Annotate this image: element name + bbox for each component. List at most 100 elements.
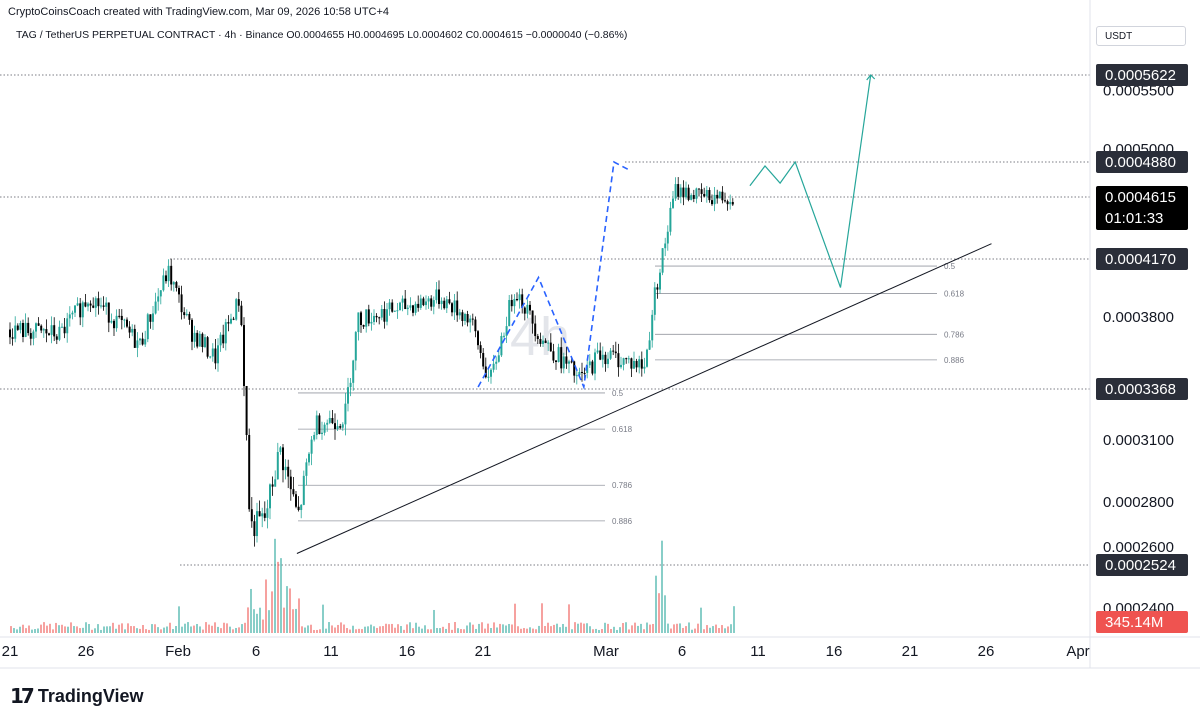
brand-name: TradingView xyxy=(37,685,144,706)
candle-body xyxy=(357,312,360,333)
volume-bar xyxy=(481,622,483,633)
candle-body xyxy=(315,415,318,435)
candle-body xyxy=(653,287,656,315)
volume-bar xyxy=(94,628,96,633)
candle-body xyxy=(292,489,295,495)
candle-body xyxy=(74,305,76,313)
candle-body xyxy=(323,424,326,433)
candle-body xyxy=(583,372,586,374)
volume-bar xyxy=(505,625,507,633)
symbol-legend[interactable]: TAG / TetherUS PERPETUAL CONTRACT · 4h ·… xyxy=(16,29,628,41)
volume-bar xyxy=(667,623,669,633)
volume-bar xyxy=(166,626,168,633)
volume-bar xyxy=(433,609,435,633)
volume-bar xyxy=(190,626,192,633)
volume-bar xyxy=(70,622,72,633)
candle-body xyxy=(84,302,87,307)
candle-body xyxy=(422,298,425,306)
volume-bar xyxy=(628,629,630,633)
x-tick-label: 21 xyxy=(475,643,492,660)
volume-bar xyxy=(250,588,252,633)
volume-bar xyxy=(127,623,129,633)
candle-body xyxy=(269,484,271,509)
candle-body xyxy=(412,305,414,313)
volume-bar xyxy=(178,606,180,633)
volume-bar xyxy=(400,626,402,633)
candle-body xyxy=(63,326,66,334)
volume-bar xyxy=(442,626,444,633)
volume-bar xyxy=(22,624,24,633)
x-tick-label: 11 xyxy=(750,643,766,660)
candle-body xyxy=(266,508,269,518)
volume-bar xyxy=(526,628,528,633)
candle-body xyxy=(253,521,256,537)
volume-bar xyxy=(346,628,348,633)
volume-bar xyxy=(541,603,543,633)
x-tick-label: 6 xyxy=(678,643,686,660)
volume-bar xyxy=(124,629,126,633)
volume-bar xyxy=(214,622,216,633)
volume-bar xyxy=(643,629,645,633)
candle-body xyxy=(204,337,206,348)
volume-bar xyxy=(508,623,510,633)
candle-body xyxy=(383,309,386,322)
volume-bar xyxy=(616,629,618,633)
volume-bar xyxy=(397,624,399,633)
volume-bar xyxy=(319,629,321,633)
volume-bar xyxy=(67,626,69,633)
candle-body xyxy=(139,338,141,341)
candle-body xyxy=(55,336,58,340)
candle-body xyxy=(180,294,183,313)
candle-body xyxy=(682,187,685,198)
volume-bar xyxy=(556,623,558,633)
candle-body xyxy=(669,207,672,232)
volume-bar xyxy=(517,626,519,633)
volume-bar xyxy=(133,626,135,633)
volume-bar xyxy=(82,627,84,633)
volume-bar xyxy=(649,624,651,633)
volume-bar xyxy=(685,626,687,633)
candle-body xyxy=(297,506,300,511)
candle-body xyxy=(718,191,721,199)
volume-bar xyxy=(121,623,123,633)
candle-body xyxy=(607,358,609,365)
candle-body xyxy=(120,315,123,321)
candle-body xyxy=(547,342,550,344)
candle-body xyxy=(536,336,539,340)
candle-body xyxy=(9,329,11,338)
tradingview-logo[interactable]: 17 TradingView xyxy=(10,684,144,708)
candle-body xyxy=(76,303,79,306)
candle-body xyxy=(492,363,495,370)
candle-body xyxy=(209,356,212,358)
candle-body xyxy=(284,466,287,471)
volume-bar xyxy=(226,623,228,633)
volume-bar xyxy=(529,627,531,633)
volume-bar xyxy=(727,626,729,633)
projection-arrowhead xyxy=(866,74,876,81)
candle-body xyxy=(128,326,131,333)
volume-bar xyxy=(205,622,207,633)
volume-bar xyxy=(220,628,222,633)
candle-body xyxy=(81,302,84,318)
candle-body xyxy=(92,305,95,308)
candle-body xyxy=(295,494,297,507)
volume-bar xyxy=(391,623,393,633)
candle-body xyxy=(240,305,243,326)
volume-bar xyxy=(610,629,612,633)
volume-bar xyxy=(613,626,615,633)
candle-body xyxy=(523,307,526,314)
candle-body xyxy=(352,360,355,383)
volume-bar xyxy=(286,586,288,633)
x-tick-label: 21 xyxy=(902,643,919,660)
volume-bar xyxy=(262,619,264,633)
volume-bar xyxy=(385,623,387,633)
volume-bar xyxy=(100,629,102,633)
candle-body xyxy=(594,352,596,374)
volume-bar xyxy=(595,628,597,633)
candle-body xyxy=(625,358,628,360)
fib1-label-0.886: 0.886 xyxy=(612,517,633,526)
currency-selector[interactable]: USDT xyxy=(1096,26,1186,46)
candle-body xyxy=(24,322,27,338)
volume-bar xyxy=(316,629,318,633)
